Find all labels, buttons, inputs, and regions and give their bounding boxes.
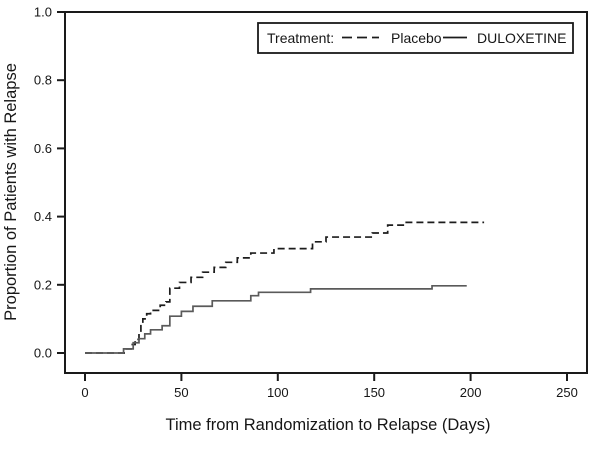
x-tick-label: 0 [81,385,88,400]
x-tick-label: 100 [267,385,289,400]
legend: Treatment: Placebo DULOXETINE [257,22,574,54]
x-tick-label: 150 [363,385,385,400]
duloxetine-curve [85,284,467,354]
x-tick-label: 50 [174,385,188,400]
y-tick-label: 0.0 [34,346,52,361]
y-tick-label: 0.6 [34,141,52,156]
legend-duloxetine-label: DULOXETINE [477,30,566,46]
y-axis-title: Proportion of Patients with Relapse [2,63,20,321]
legend-placebo-label: Placebo [391,30,442,46]
x-tick-label: 200 [460,385,482,400]
legend-title: Treatment: [267,30,334,46]
legend-box [257,22,574,54]
y-tick-label: 0.4 [34,209,52,224]
plot-frame [64,11,588,374]
x-axis-title: Time from Randomization to Relapse (Days… [166,416,491,434]
y-tick-label: 1.0 [34,5,52,20]
placebo-curve [85,221,485,354]
y-tick-label: 0.2 [34,277,52,292]
y-tick-label: 0.8 [34,73,52,88]
x-tick-label: 250 [556,385,578,400]
